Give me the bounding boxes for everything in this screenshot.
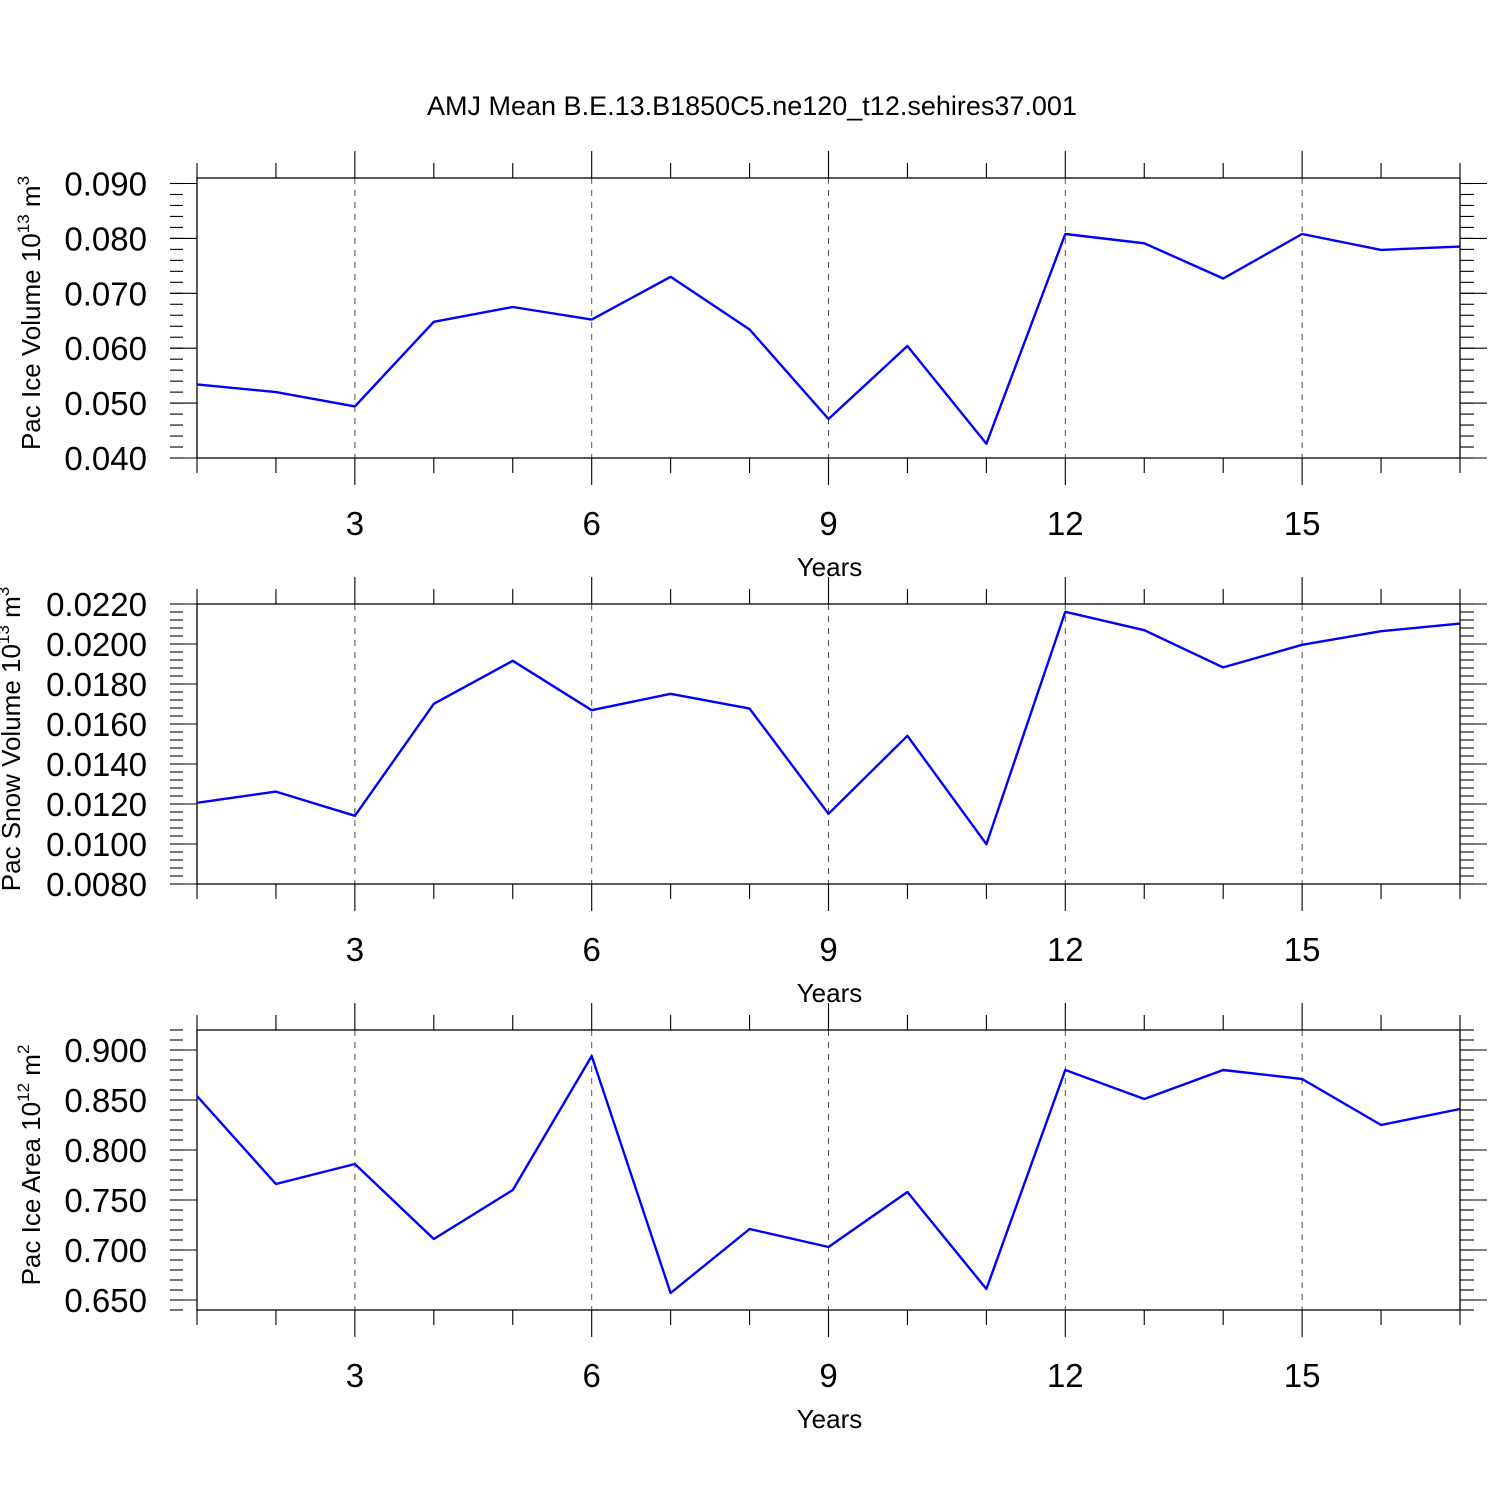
x-tick-label: 3 (346, 931, 364, 968)
y-axis-label: Pac Snow Volume 1013 m3 (0, 587, 26, 891)
y-tick-label: 0.0080 (46, 866, 147, 903)
y-axis-label-unit: m (0, 596, 26, 625)
y-tick-label: 0.0200 (46, 626, 147, 663)
x-axis-label: Years (797, 978, 863, 1008)
y-tick-label: 0.090 (64, 165, 147, 202)
y-axis-label-exponent: 13 (14, 214, 33, 233)
y-tick-label: 0.850 (64, 1082, 147, 1119)
x-tick-label: 15 (1284, 1357, 1321, 1394)
x-tick-label: 12 (1047, 931, 1084, 968)
y-axis-label-exponent: 13 (0, 625, 13, 644)
y-axis-label-unit: m (16, 1054, 46, 1083)
y-tick-label: 0.0100 (46, 826, 147, 863)
panel-ice-area: 3 6 9 12 15 Years 0.650 0.700 0.750 0.800 0.850 0.9… (14, 1003, 1487, 1434)
panel-snow-volume: 3 6 9 12 15Years0.00800.01000.01200.01400.01… (0, 577, 1487, 1008)
x-tick-label: 9 (819, 931, 837, 968)
x-tick-label: 3 (346, 1357, 364, 1394)
panels: 3 6 9 12 15 Years 0.040 0.050 0.060 0.070 0.080 0.0… (0, 151, 1487, 1434)
x-tick-label: 15 (1284, 505, 1321, 542)
x-tick-label: 6 (583, 931, 601, 968)
y-axis-label-unit-exponent: 3 (0, 587, 13, 596)
x-axis-label: Years (797, 552, 863, 582)
y-tick-label: 0.0180 (46, 666, 147, 703)
x-tick-label: 9 (819, 505, 837, 542)
y-axis-label: Pac Ice Volume 1013 m3 (14, 176, 46, 450)
panel-ice-volume: 3 6 9 12 15 Years 0.040 0.050 0.060 0.070 0.080 0.0… (14, 151, 1487, 582)
y-tick-label: 0.900 (64, 1032, 147, 1069)
y-tick-label: 0.0220 (46, 586, 147, 623)
y-axis-label-unit-exponent: 3 (14, 176, 33, 185)
y-axis-label-unit: m (16, 185, 46, 214)
y-tick-label: 0.0120 (46, 786, 147, 823)
y-axis-label-text: Pac Ice Volume 10 (16, 233, 46, 450)
y-axis-label: Pac Ice Area 1012 m2 (14, 1045, 46, 1286)
x-tick-label: 12 (1047, 1357, 1084, 1394)
y-axis-label-exponent: 12 (14, 1083, 33, 1102)
x-tick-label: 15 (1284, 931, 1321, 968)
x-axis-label: Years (797, 1404, 863, 1434)
y-axis-label-text: Pac Ice Area 10 (16, 1102, 46, 1286)
y-axis-label-text: Pac Snow Volume 10 (0, 644, 26, 891)
y-tick-label: 0.650 (64, 1282, 147, 1319)
series-line (196, 610, 1461, 846)
y-tick-label: 0.700 (64, 1232, 147, 1269)
y-tick-label: 0.0160 (46, 706, 147, 743)
x-tick-label: 6 (583, 1357, 601, 1394)
series-line (196, 1054, 1461, 1295)
y-tick-label: 0.800 (64, 1132, 147, 1169)
chart-title: AMJ Mean B.E.13.B1850C5.ne120_t12.sehire… (427, 91, 1077, 121)
y-tick-label: 0.750 (64, 1182, 147, 1219)
y-tick-label: 0.080 (64, 220, 147, 257)
x-tick-label: 9 (819, 1357, 837, 1394)
series-line (196, 232, 1461, 445)
y-tick-label: 0.0140 (46, 746, 147, 783)
x-tick-label: 3 (346, 505, 364, 542)
y-tick-label: 0.070 (64, 275, 147, 312)
y-tick-label: 0.040 (64, 440, 147, 477)
y-tick-label: 0.050 (64, 385, 147, 422)
x-tick-label: 12 (1047, 505, 1084, 542)
x-tick-label: 6 (583, 505, 601, 542)
y-tick-label: 0.060 (64, 330, 147, 367)
y-axis-label-unit-exponent: 2 (14, 1045, 33, 1054)
